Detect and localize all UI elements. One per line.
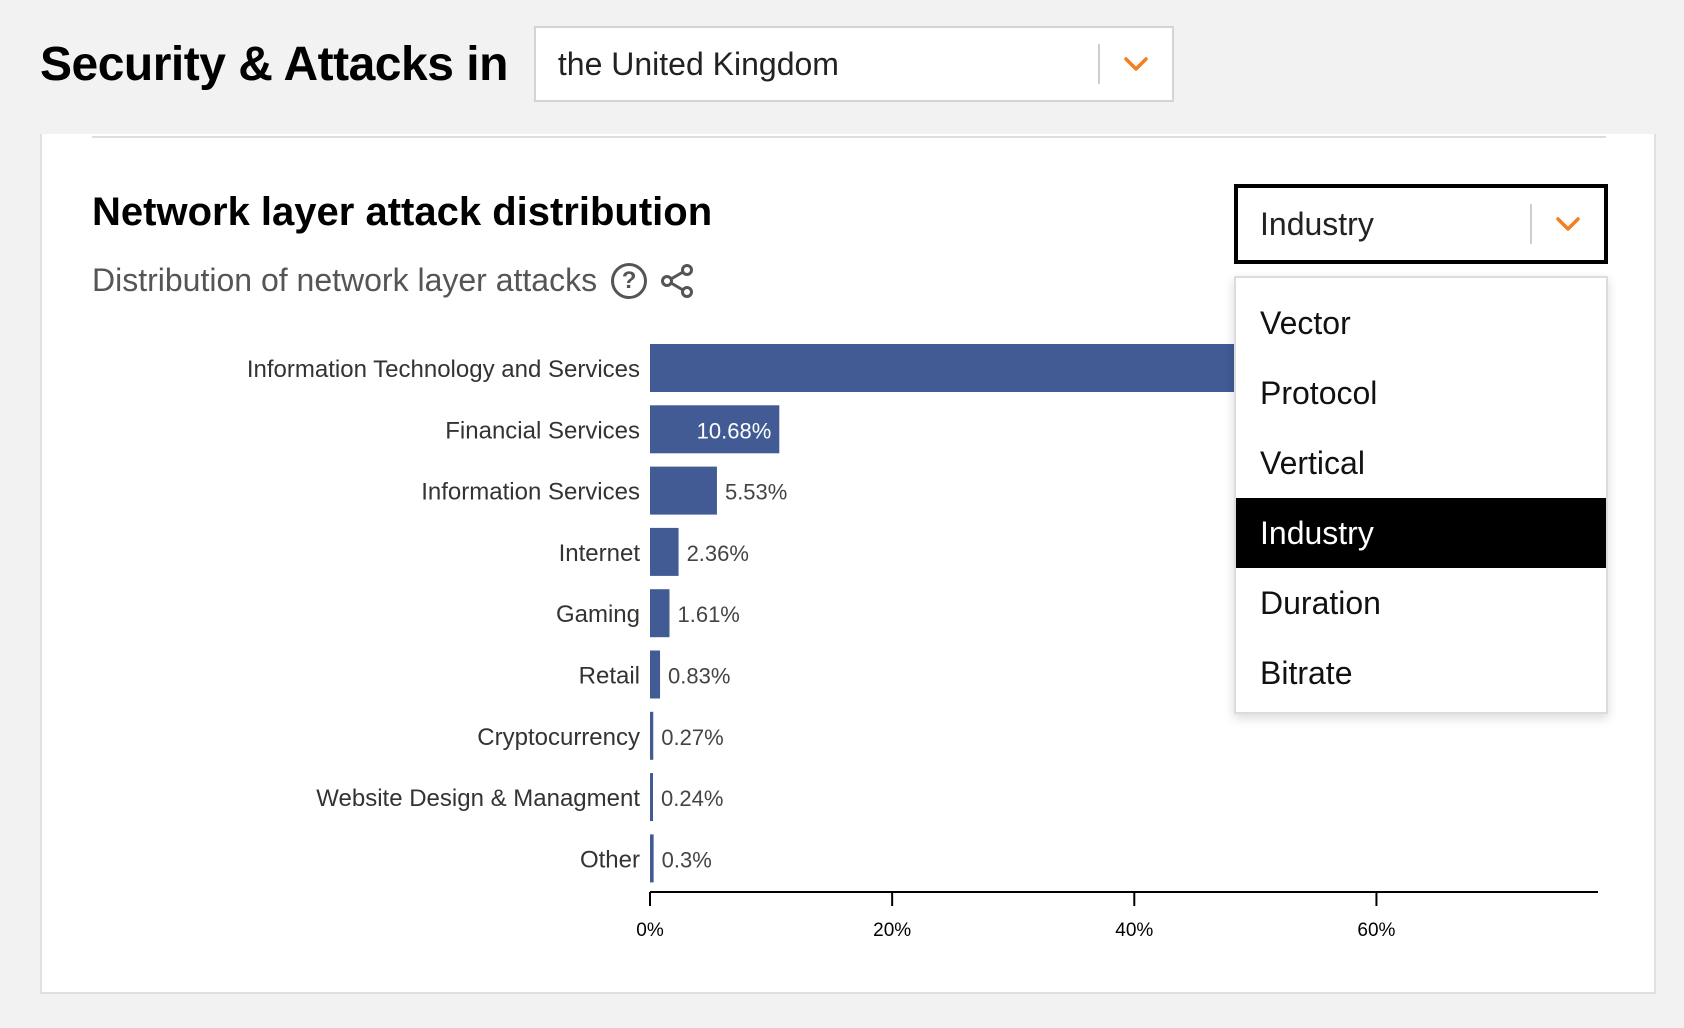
data-label: 2.36% [687, 541, 749, 566]
bar [650, 773, 653, 822]
menu-item-duration[interactable]: Duration [1260, 584, 1381, 621]
category-label: Other [580, 846, 640, 873]
category-label: Website Design & Managment [316, 785, 640, 812]
bar [650, 650, 661, 699]
x-tick-label: 20% [873, 920, 911, 941]
x-tick-label: 40% [1115, 920, 1153, 941]
bar [650, 834, 654, 883]
bar [650, 711, 654, 760]
menu-item-protocol[interactable]: Protocol [1260, 374, 1378, 411]
menu-item-vertical[interactable]: Vertical [1260, 444, 1365, 481]
data-label: 5.53% [725, 480, 787, 505]
bar [650, 527, 679, 576]
card-subtitle-row: Distribution of network layer attacks ? [92, 262, 695, 299]
bar [650, 405, 780, 454]
data-label: 1.61% [677, 602, 739, 627]
chevron-down-icon[interactable] [1532, 216, 1604, 232]
card-title: Network layer attack distribution [92, 190, 713, 234]
select-separator [1530, 204, 1532, 244]
bar [650, 466, 717, 515]
data-label: 0.83% [668, 664, 730, 689]
share-icon[interactable] [659, 263, 695, 299]
category-label: Internet [559, 540, 641, 567]
category-label: Information Services [421, 479, 640, 506]
menu-item-vector[interactable]: Vector [1260, 304, 1351, 341]
metric-select-value: Industry [1260, 205, 1374, 242]
data-label: 0.24% [661, 786, 723, 811]
menu-item-industry[interactable]: Industry [1236, 498, 1606, 568]
location-select-value: the United Kingdom [557, 45, 839, 82]
category-label: Financial Services [445, 417, 640, 444]
category-label: Cryptocurrency [477, 724, 640, 751]
x-tick-label: 0% [636, 920, 664, 941]
x-tick-label: 60% [1357, 920, 1395, 941]
chevron-down-icon[interactable] [1100, 56, 1172, 72]
category-label: Gaming [556, 601, 640, 628]
question-circle-icon[interactable]: ? [611, 262, 648, 299]
category-label: Information Technology and Services [247, 356, 640, 383]
metric-select[interactable]: Industry [1234, 184, 1608, 264]
data-label: 0.27% [661, 725, 723, 750]
metric-dropdown-menu: Vector Protocol Vertical Industry Duration Bi… [1234, 276, 1608, 714]
bar [650, 589, 670, 638]
data-label: 10.68% [697, 418, 772, 443]
data-label: 0.3% [662, 847, 712, 872]
page-title: Security & Attacks in [40, 37, 508, 91]
menu-item-bitrate[interactable]: Bitrate [1260, 654, 1353, 691]
card-divider [92, 136, 1606, 138]
select-separator [1097, 44, 1100, 84]
card-subtitle: Distribution of network layer attacks [92, 262, 598, 298]
location-select[interactable]: the United Kingdom [533, 26, 1174, 102]
page-header: Security & Attacks in the United Kingdom [40, 26, 1174, 102]
category-label: Retail [579, 663, 640, 690]
attack-distribution-card: Information Technology and Services Finan… [40, 134, 1656, 994]
